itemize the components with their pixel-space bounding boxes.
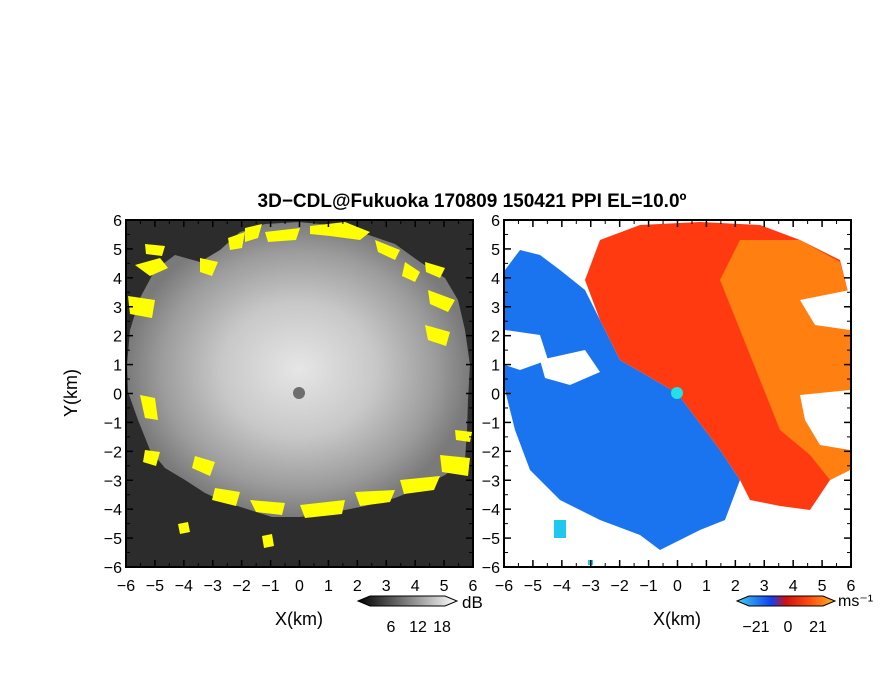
y-tick-label: 4 xyxy=(113,271,122,288)
y-tick-label: 1 xyxy=(491,358,500,375)
x-tick-label: 4 xyxy=(411,578,420,595)
x-tick-label: −2 xyxy=(233,578,251,595)
chart-title: 3D−CDL@Fukuoka 170809 150421 PPI EL=10.0… xyxy=(258,191,687,212)
y-tick-label: −6 xyxy=(482,560,500,577)
x-tick-label: 2 xyxy=(353,578,362,595)
x-tick-label: 2 xyxy=(731,578,740,595)
colorbar-velocity-tick: 21 xyxy=(809,619,827,636)
x-tick-label: −1 xyxy=(639,578,657,595)
y-tick-label: −2 xyxy=(482,444,500,461)
colorbar-db: dB 6 12 18 xyxy=(356,593,483,636)
y-tick-label: 5 xyxy=(491,242,500,259)
y-tick-label: 2 xyxy=(113,329,122,346)
colorbar-velocity-unit: ms⁻¹ xyxy=(838,593,873,610)
velocity-gaps xyxy=(505,290,850,450)
colorbar-db-tick: 6 xyxy=(387,619,396,636)
ylabel: Y(km) xyxy=(61,369,81,417)
x-tick-label: 1 xyxy=(324,578,333,595)
y-tick-label: −2 xyxy=(104,444,122,461)
xlabel-right: X(km) xyxy=(653,609,701,629)
y-tick-label: 0 xyxy=(113,387,122,404)
high-intensity-rim xyxy=(128,222,472,548)
velocity-blue-region xyxy=(505,250,740,550)
y-tick-label: −5 xyxy=(104,531,122,548)
colorbar-db-tick: 12 xyxy=(409,619,427,636)
x-tick-label: −3 xyxy=(582,578,600,595)
y-tick-label: −1 xyxy=(104,415,122,432)
y-tick-label: 6 xyxy=(113,213,122,230)
y-tick-label: −3 xyxy=(482,473,500,490)
x-tick-label: 6 xyxy=(469,578,478,595)
velocity-panel xyxy=(503,219,852,568)
x-tick-label: −2 xyxy=(611,578,629,595)
y-tick-label: 0 xyxy=(491,387,500,404)
colorbar-velocity: ms⁻¹ −21 0 21 xyxy=(735,593,873,636)
y-tick-label: −4 xyxy=(104,502,122,519)
y-tick-label: −5 xyxy=(482,531,500,548)
x-tick-label: 0 xyxy=(295,578,304,595)
x-tick-label: −6 xyxy=(117,578,135,595)
x-tick-label: −5 xyxy=(146,578,164,595)
colorbar-db-tick: 18 xyxy=(433,619,451,636)
colorbar-velocity-tick: 0 xyxy=(784,619,793,636)
y-tick-label: −4 xyxy=(482,502,500,519)
x-tick-label: −4 xyxy=(553,578,571,595)
x-tick-label: −5 xyxy=(524,578,542,595)
x-tick-label: −4 xyxy=(175,578,193,595)
xlabel-left: X(km) xyxy=(275,609,323,629)
y-tick-label: −3 xyxy=(104,473,122,490)
x-tick-label: 3 xyxy=(382,578,391,595)
y-tick-label: −6 xyxy=(104,560,122,577)
x-tick-label: −3 xyxy=(204,578,222,595)
colorbar-db-unit: dB xyxy=(462,593,483,612)
y-tick-label: 3 xyxy=(491,300,500,317)
axes: −66−55−44−33−22−11001−12−23−34−45−56−6−6… xyxy=(104,213,856,595)
colorbar-velocity-tick: −21 xyxy=(742,619,769,636)
x-tick-label: −6 xyxy=(495,578,513,595)
x-tick-label: 1 xyxy=(702,578,711,595)
velocity-radar-site xyxy=(671,387,683,399)
y-tick-label: 3 xyxy=(113,300,122,317)
x-tick-label: −1 xyxy=(261,578,279,595)
x-tick-label: 5 xyxy=(440,578,449,595)
x-tick-label: 6 xyxy=(847,578,856,595)
y-tick-label: 5 xyxy=(113,242,122,259)
intensity-echo-region xyxy=(127,222,470,517)
y-tick-label: 2 xyxy=(491,329,500,346)
y-tick-label: 1 xyxy=(113,358,122,375)
y-tick-label: −1 xyxy=(482,415,500,432)
x-tick-label: 5 xyxy=(818,578,827,595)
x-tick-label: 4 xyxy=(789,578,798,595)
intensity-panel xyxy=(125,219,474,568)
x-tick-label: 0 xyxy=(673,578,682,595)
y-tick-label: 4 xyxy=(491,271,500,288)
x-tick-label: 3 xyxy=(760,578,769,595)
intensity-radar-site xyxy=(293,387,305,399)
y-tick-label: 6 xyxy=(491,213,500,230)
